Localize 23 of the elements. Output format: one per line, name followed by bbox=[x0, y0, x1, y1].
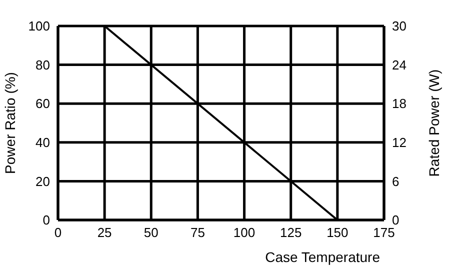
y2-axis-title: Rated Power (W) bbox=[426, 69, 442, 177]
y-tick-label: 20 bbox=[36, 174, 50, 189]
y2-tick-label: 12 bbox=[392, 135, 406, 150]
y2-tick-label: 0 bbox=[392, 212, 400, 228]
y2-tick-label: 24 bbox=[392, 57, 406, 72]
x-axis-title: Case Temperature bbox=[265, 249, 380, 265]
y2-tick-label: 6 bbox=[392, 174, 400, 189]
x-tick-label: 150 bbox=[326, 225, 348, 240]
y-tick-label: 0 bbox=[42, 212, 50, 228]
x-tick-label: 50 bbox=[144, 225, 158, 240]
y-axis-title: Power Ratio (%) bbox=[2, 72, 18, 174]
x-tick-label: 0 bbox=[54, 225, 62, 240]
x-tick-label: 125 bbox=[280, 225, 302, 240]
x-tick-label: 175 bbox=[373, 225, 395, 240]
y2-tick-label: 18 bbox=[392, 96, 406, 112]
y-tick-label: 100 bbox=[28, 18, 50, 34]
x-tick-label: 100 bbox=[233, 225, 256, 240]
y-tick-label: 60 bbox=[36, 96, 50, 112]
x-tick-label: 25 bbox=[97, 225, 112, 240]
y2-tick-label: 30 bbox=[392, 18, 406, 34]
y-tick-label: 80 bbox=[36, 57, 50, 72]
y-tick-label: 40 bbox=[36, 135, 50, 150]
x-tick-label: 75 bbox=[190, 225, 205, 240]
